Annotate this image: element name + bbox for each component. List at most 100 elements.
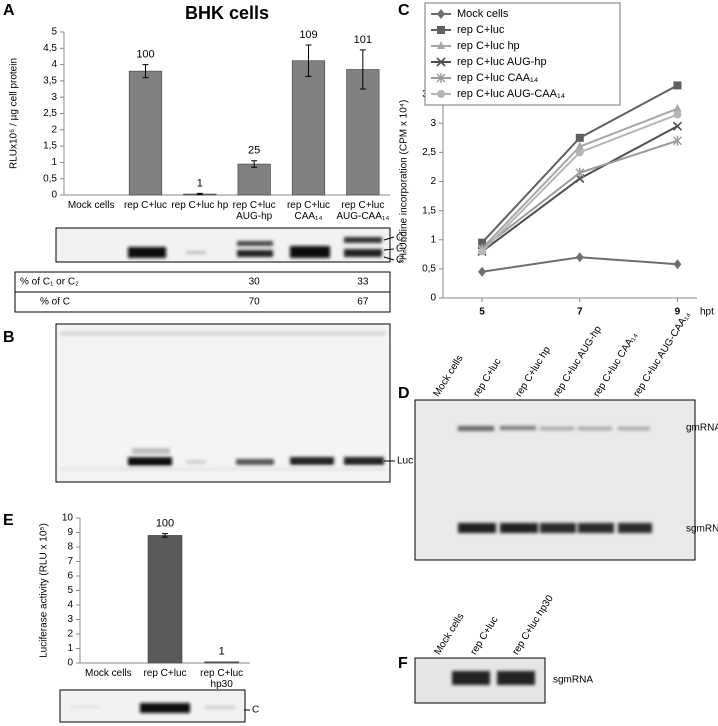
- band-label: sgmRNA: [553, 675, 593, 686]
- series-line: [481, 139, 678, 250]
- marker: [575, 167, 585, 178]
- blot-bands: [70, 703, 235, 713]
- x-tick-label: rep C+luc CAA₁₄: [286, 200, 331, 222]
- y-tick-label: 2,5: [422, 147, 436, 158]
- y-tick-label: 1: [67, 643, 73, 654]
- y-tick-label: 4: [67, 600, 73, 611]
- lane-label: rep C+luc: [471, 357, 503, 399]
- y-tick-label: 9: [67, 527, 73, 538]
- blot-frame: [55, 227, 391, 263]
- table-cell: 33: [357, 277, 369, 288]
- x-tick-label: rep C+luc AUG-CAA₁₄: [336, 200, 390, 222]
- x-tick-label: 9: [675, 307, 681, 318]
- y-tick-label: 3: [51, 92, 57, 103]
- error-bar: [359, 49, 366, 90]
- legend-label: rep C+luc AUG-CAA₁₄: [457, 88, 566, 100]
- bar: [147, 535, 183, 664]
- lane-label: rep C+luc CAA₁₄: [591, 331, 639, 399]
- x-tick-label: rep C+luc hp30: [200, 668, 244, 690]
- percent-label: 100: [136, 49, 154, 61]
- x-tick-label: rep C+luc: [123, 200, 168, 211]
- y-axis-label: RLUx10⁶ / µg cell protein: [9, 58, 20, 169]
- y-tick-label: 0,5: [43, 173, 57, 184]
- x-tick-label: Mock cells: [67, 200, 115, 211]
- marker: [478, 238, 487, 247]
- x-tick-label: rep C+luc: [143, 668, 187, 679]
- marker: [437, 26, 445, 34]
- panel-letter: D: [398, 385, 410, 402]
- y-tick-label: 3: [430, 118, 436, 129]
- panel-letter: C: [398, 2, 410, 19]
- marker: [673, 103, 682, 112]
- y-tick-label: 1,5: [43, 141, 57, 152]
- y-tick-label: 3: [67, 614, 73, 625]
- legend-label: rep C+luc CAA₁₄: [457, 72, 539, 84]
- marker: [673, 81, 682, 90]
- marker: [575, 141, 584, 150]
- y-tick-label: 2: [67, 629, 73, 640]
- lane-label: Mock cells: [432, 612, 466, 657]
- error-bar: [162, 533, 168, 538]
- marker: [575, 252, 584, 263]
- marker: [575, 133, 584, 142]
- band-label: C₂: [396, 233, 407, 244]
- bar: [204, 661, 239, 664]
- legend-label: Mock cells: [457, 8, 509, 20]
- legend-label: rep C+luc hp: [457, 40, 520, 52]
- panel-letter: E: [3, 512, 14, 529]
- y-tick-label: 8: [67, 542, 73, 553]
- percent-label: 25: [248, 145, 260, 157]
- table-cell: 30: [249, 277, 261, 288]
- marker: [672, 135, 682, 146]
- y-tick-label: 0: [51, 190, 57, 201]
- y-tick-label: 4: [51, 59, 57, 70]
- blot-frame: [414, 399, 696, 561]
- band-pointer: [383, 236, 395, 261]
- error-bar: [251, 160, 258, 168]
- y-tick-label: 6: [67, 571, 73, 582]
- band-label: C: [396, 255, 403, 266]
- blot-bands: [458, 426, 652, 533]
- marker: [673, 110, 682, 119]
- percent-label: 101: [354, 34, 372, 46]
- y-tick-label: 1: [51, 157, 57, 168]
- table-cell: 67: [357, 297, 369, 308]
- blot-bands: [452, 671, 535, 685]
- marker: [672, 121, 683, 131]
- band-label: sgmRNA: [686, 524, 718, 535]
- error-bar: [305, 44, 312, 77]
- legend-label: rep C+luc: [457, 24, 505, 36]
- bar: [128, 70, 163, 196]
- y-tick-label: 10: [62, 513, 74, 524]
- y-axis-label: Luciferase activity (RLU x 10⁵): [39, 523, 50, 658]
- y-tick-label: 2: [51, 124, 57, 135]
- y-tick-label: 1,5: [422, 205, 436, 216]
- y-tick-label: 2,5: [43, 108, 57, 119]
- table-row-label: % of C₁ or C₂: [20, 277, 79, 288]
- x-tick-label: 5: [479, 307, 485, 318]
- y-tick-label: 0: [430, 293, 436, 304]
- y-tick-label: 3,5: [43, 76, 57, 87]
- percent-label: 100: [156, 518, 174, 530]
- y-tick-label: 0,5: [422, 264, 436, 275]
- x-tick-label: 7: [577, 307, 583, 318]
- band-label: C₁: [396, 244, 407, 255]
- marker: [673, 259, 682, 270]
- percent-label: 109: [299, 29, 317, 41]
- y-tick-label: 7: [67, 556, 73, 567]
- panel-letter: A: [3, 2, 15, 19]
- band-label: Luc: [397, 456, 413, 467]
- y-tick-label: 1: [430, 234, 436, 245]
- percent-label: 1: [219, 646, 225, 658]
- lane-label: rep C+luc hp: [513, 344, 553, 399]
- error-bar: [196, 192, 203, 196]
- bar: [237, 163, 271, 196]
- marker: [436, 57, 446, 67]
- table-row-label: % of C: [40, 297, 70, 308]
- marker: [478, 247, 487, 256]
- table-cell: 70: [249, 297, 261, 308]
- y-tick-label: 0: [67, 658, 73, 669]
- marker: [437, 90, 445, 98]
